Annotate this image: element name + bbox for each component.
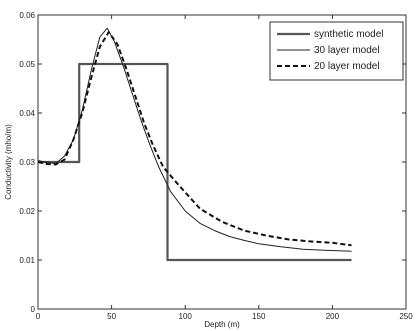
series-line-0 <box>38 62 352 262</box>
legend-label-synthetic: synthetic model <box>314 29 383 40</box>
legend-label-30layer: 30 layer model <box>314 45 380 56</box>
x-axis-label: Depth (m) <box>204 320 240 329</box>
x-tick-label: 0 <box>36 312 41 321</box>
legend-label-20layer: 20 layer model <box>314 61 380 72</box>
x-tick-label: 150 <box>252 312 266 321</box>
series-line-2 <box>37 31 352 247</box>
series-line-1 <box>37 27 352 252</box>
series-layer <box>37 27 352 262</box>
y-tick-label: 0.06 <box>19 11 35 20</box>
y-tick-label: 0.05 <box>19 60 35 69</box>
x-tick-label: 250 <box>399 312 413 321</box>
y-tick-label: 0.02 <box>19 207 35 216</box>
legend: synthetic model 30 layer model 20 layer … <box>269 21 404 81</box>
y-tick-label: 0.04 <box>19 109 35 118</box>
y-axis-label: Conductivity (mho/m) <box>4 124 13 200</box>
y-tick-label: 0.01 <box>19 256 35 265</box>
y-tick-label: 0 <box>31 305 36 314</box>
axis-ticks: 0 50 100 150 200 250 0 0.01 0.02 0.03 0.04 0.05 0.06 <box>19 11 413 321</box>
x-tick-label: 100 <box>179 312 193 321</box>
y-tick-label: 0.03 <box>19 158 35 167</box>
x-tick-label: 50 <box>107 312 116 321</box>
legend-box <box>269 21 404 81</box>
x-tick-label: 200 <box>326 312 340 321</box>
